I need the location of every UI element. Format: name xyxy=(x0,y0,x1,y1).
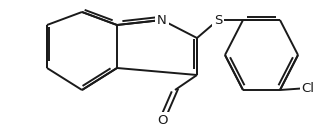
Text: O: O xyxy=(157,113,167,127)
Text: Cl: Cl xyxy=(301,82,315,95)
Text: S: S xyxy=(214,14,222,26)
Text: N: N xyxy=(157,14,167,26)
